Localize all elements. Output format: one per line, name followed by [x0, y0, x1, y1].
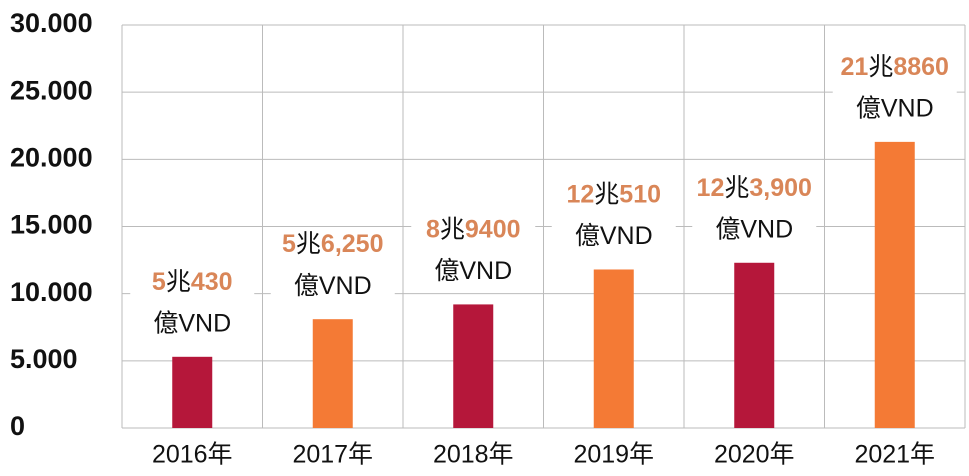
bar: [453, 304, 494, 428]
x-tick-label: 2016年: [152, 441, 233, 469]
bar: [734, 262, 775, 428]
annotation: 12兆3,900: [697, 173, 812, 201]
annotation-unit: 億VND: [715, 215, 793, 243]
annotation-number: 8860: [893, 52, 949, 80]
annotation-number: 12: [697, 173, 725, 201]
annotation-bg: [551, 177, 676, 256]
annotation-unit: 兆: [594, 180, 619, 208]
annotation-number: 5: [282, 230, 296, 258]
annotation: 5兆430: [152, 267, 233, 295]
annotation-bg: [270, 227, 395, 306]
annotation-number: 6,250: [321, 230, 384, 258]
annotation-number: 8: [426, 215, 440, 243]
annotation: 21兆8860: [841, 52, 949, 80]
annotation-bg: [692, 170, 817, 249]
annotation-number: 510: [619, 180, 661, 208]
bar: [312, 319, 353, 428]
annotation: 5兆6,250: [282, 230, 383, 258]
bar: [874, 141, 915, 428]
annotation-unit: 兆: [296, 230, 321, 258]
annotation-unit: 億VND: [434, 257, 512, 285]
annotation-number: 3,900: [749, 173, 812, 201]
bar: [593, 269, 634, 428]
x-tick-label: 2020年: [714, 441, 795, 469]
y-tick-label: 10.000: [10, 277, 93, 307]
y-tick-label: 0: [10, 411, 25, 441]
annotation-bg: [411, 212, 536, 291]
annotation: 8兆9400: [426, 215, 521, 243]
bar: [172, 356, 213, 428]
annotation-unit: 兆: [440, 215, 465, 243]
annotation-number: 12: [566, 180, 594, 208]
annotation-number: 21: [841, 52, 869, 80]
x-tick-label: 2018年: [433, 441, 514, 469]
annotation-number: 9400: [465, 215, 521, 243]
annotation-bg: [130, 264, 255, 343]
y-tick-label: 30.000: [10, 8, 93, 38]
annotation-bg: [832, 49, 957, 128]
annotation-unit: 兆: [166, 267, 191, 295]
y-tick-label: 15.000: [10, 210, 93, 240]
y-tick-label: 25.000: [10, 75, 93, 105]
x-tick-label: 2017年: [292, 441, 373, 469]
annotation-unit: 兆: [724, 173, 749, 201]
annotation-unit: 億VND: [294, 272, 372, 300]
annotation-unit: 億VND: [153, 309, 231, 337]
annotation-number: 5: [152, 267, 166, 295]
y-tick-label: 5.000: [10, 344, 78, 374]
annotation: 12兆510: [566, 180, 661, 208]
annotation-unit: 億VND: [856, 94, 934, 122]
annotation-unit: 兆: [868, 52, 893, 80]
annotation-number: 430: [191, 267, 233, 295]
x-tick-label: 2021年: [854, 441, 935, 469]
x-tick-label: 2019年: [573, 441, 654, 469]
annotation-unit: 億VND: [575, 222, 653, 250]
y-tick-label: 20.000: [10, 142, 93, 172]
